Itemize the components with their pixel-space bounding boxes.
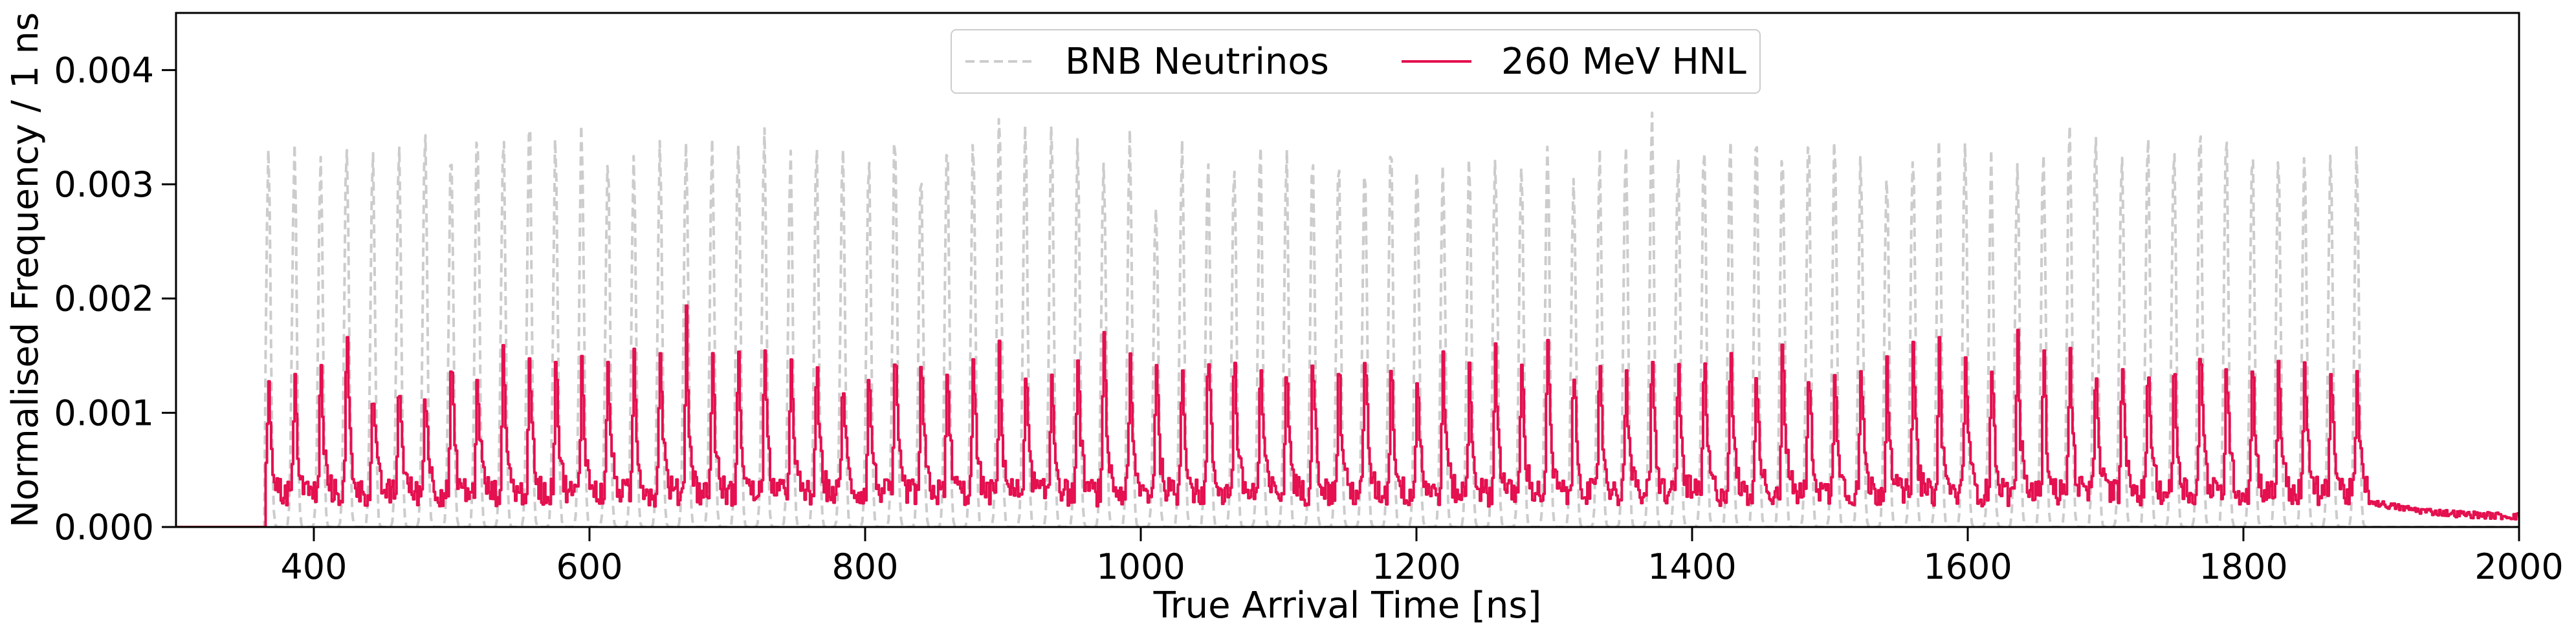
legend: BNB Neutrinos 260 MeV HNL [951, 29, 1761, 94]
legend-box [951, 29, 1761, 94]
legend-label-bnb-neutrinos: BNB Neutrinos [1065, 41, 1329, 83]
y-tick-label: 0.004 [54, 50, 154, 91]
x-tick-label: 1000 [1096, 546, 1185, 587]
x-tick-label: 600 [556, 546, 622, 587]
plot-series-layer [176, 111, 2519, 527]
x-tick-label: 1200 [1372, 546, 1460, 587]
y-tick-label: 0.000 [54, 507, 154, 548]
x-tick-label: 400 [280, 546, 347, 587]
y-axis: 0.000 0.001 0.002 0.003 0.004 [54, 50, 176, 548]
legend-label-260-mev-hnl: 260 MeV HNL [1501, 41, 1746, 83]
series-line-260-mev-hnl [176, 304, 2519, 527]
x-tick-label: 800 [831, 546, 898, 587]
x-tick-label: 1800 [2199, 546, 2287, 587]
x-tick-label: 1600 [1923, 546, 2012, 587]
plot-frame [175, 12, 2520, 528]
x-tick-label: 2000 [2474, 546, 2563, 587]
x-axis: 400 600 800 1000 1200 1400 1600 1800 2000 [280, 527, 2564, 587]
x-tick-label: 1400 [1647, 546, 1736, 587]
y-tick-label: 0.003 [54, 164, 154, 205]
y-tick-label: 0.002 [54, 279, 154, 319]
y-axis-title: Normalised Frequency / 1 ns [5, 12, 47, 528]
x-axis-title: True Arrival Time [ns] [1153, 585, 1542, 627]
y-tick-label: 0.001 [54, 393, 154, 433]
